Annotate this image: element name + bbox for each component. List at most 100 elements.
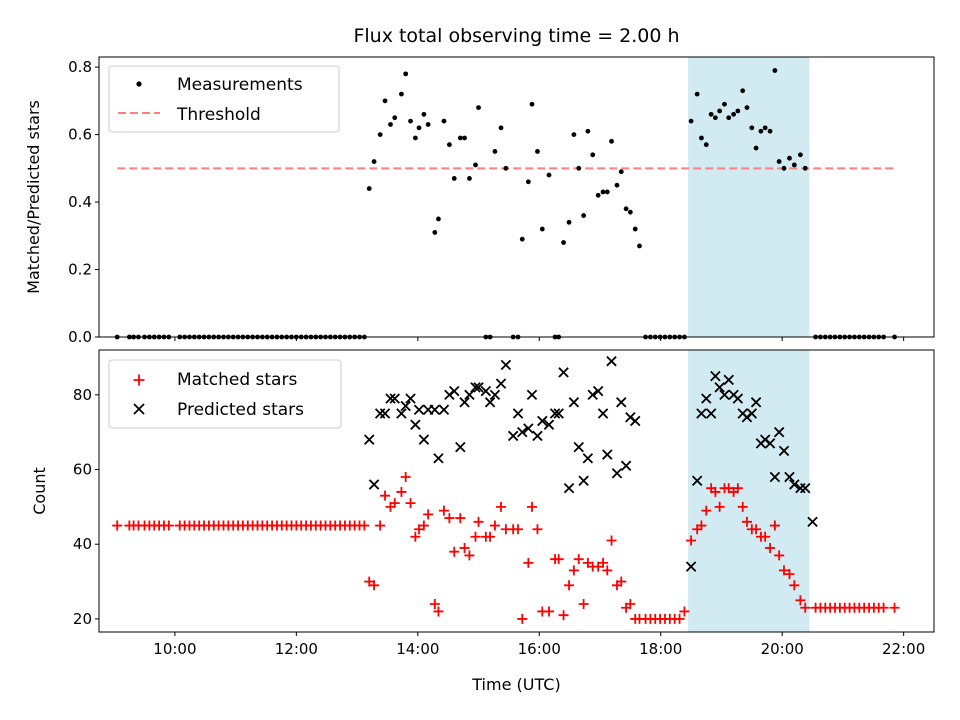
predicted-star-marker [507,430,519,442]
predicted-star-marker [597,408,609,419]
measurement-point [614,182,620,188]
predicted-star-marker [769,471,781,483]
predicted-star-marker [385,393,396,404]
predicted-star-marker [714,382,725,393]
matched-star-marker [405,498,416,509]
top-axes-frame [98,56,935,338]
matched-star-marker [389,498,400,509]
star-count-panel: 20 40 60 80 10:00 12:00 14:00 16:00 18:00 20:00 2… [30,349,935,694]
measurement-point [432,230,438,235]
measurement-point [618,169,624,175]
predicted-star-marker [691,475,703,486]
matched-star-marker [464,550,475,561]
matched-star-marker [765,542,776,553]
measurement-point [699,135,704,141]
measurement-point [776,159,782,164]
matched-star-marker [112,520,123,531]
measurement-point [525,179,531,185]
measurement-point [758,128,764,134]
matched-star-marker [800,602,811,613]
matched-star-marker [741,516,752,527]
matched-star-marker [489,520,500,531]
measurement-point [539,226,545,232]
matched-star-marker [400,471,411,482]
predicted-star-marker [379,408,391,419]
measurement-point [637,243,642,249]
predicted-star-marker [500,359,512,371]
measurement-point [744,105,750,111]
matched-star-marker [163,520,174,531]
predicted-star-marker [418,434,430,445]
measurement-point [467,176,472,181]
predicted-star-marker [495,378,507,389]
legend-marker-predicted [133,403,145,415]
predicted-star-marker [512,408,524,419]
legend-label-threshold: Threshold [176,105,261,125]
measurement-point [787,155,792,161]
measurement-point [600,189,606,195]
measurement-point [503,165,509,171]
measurement-point [798,152,803,158]
matched-star-marker [568,565,579,576]
predicted-star-marker [537,415,548,427]
measurement-point [726,115,732,121]
matched-star-marker [602,565,613,576]
predicted-star-marker [629,415,641,427]
measurement-point [399,91,404,97]
matched-star-marker [564,580,575,591]
matched-star-marker [418,520,429,531]
legend-label-matched: Matched stars [177,370,297,390]
measurement-point [451,176,457,181]
measurement-point [392,115,398,121]
predicted-star-marker [578,475,589,486]
matched-star-marker [526,501,537,512]
predicted-star-marker [592,385,604,397]
matched-star-marker [760,531,771,542]
legend-marker-measurements [136,81,142,87]
measurement-point [403,71,409,77]
matched-star-marker [769,520,780,531]
top-legend: Measurements Threshold [108,65,340,133]
predicted-star-marker [773,426,785,438]
measurement-point [753,145,759,151]
predicted-star-marker [764,438,776,449]
predicted-star-marker [405,393,416,404]
top-y-axis-label: Matched/Predicted stars [24,100,43,294]
measurement-point [590,152,596,158]
predicted-star-marker [464,389,475,401]
measurement-point [772,68,778,73]
matched-star-marker [359,520,370,531]
measurement-point [382,98,388,104]
legend-label-measurements: Measurements [177,75,303,95]
predicted-star-marker [517,426,528,438]
matched-star-marker [523,557,534,568]
matched-star-marker [553,554,564,565]
predicted-star-marker [543,419,555,430]
predicted-star-marker [470,382,481,393]
measurement-point [595,192,601,198]
measurement-point [609,138,614,144]
predicted-star-marker [389,393,400,404]
measurement-point [717,108,723,114]
measurement-point [781,165,787,171]
matched-star-marker [606,535,617,546]
top-y-ticks: 0.0 0.2 0.4 0.6 0.8 [68,58,99,346]
measurement-point [749,125,755,131]
measurement-point [688,118,694,124]
x-tick-label: 10:00 [153,640,196,658]
predicted-star-marker [568,397,580,408]
matched-star-marker [517,613,528,624]
matched-star-marker [774,550,785,561]
predicted-star-marker [732,393,744,404]
measurement-point [571,132,577,137]
measurement-point [694,91,700,97]
predicted-star-marker [459,397,470,408]
matched-star-marker [795,595,806,606]
observing-window-span [688,57,810,337]
flux-ratio-panel: 0.0 0.2 0.4 0.6 0.8 Flux total observing tim… [24,25,935,346]
y-tick-label: 0.2 [68,261,92,279]
y-tick-label: 0.8 [68,58,92,76]
predicted-star-marker [438,404,450,415]
measurement-point [425,122,431,127]
